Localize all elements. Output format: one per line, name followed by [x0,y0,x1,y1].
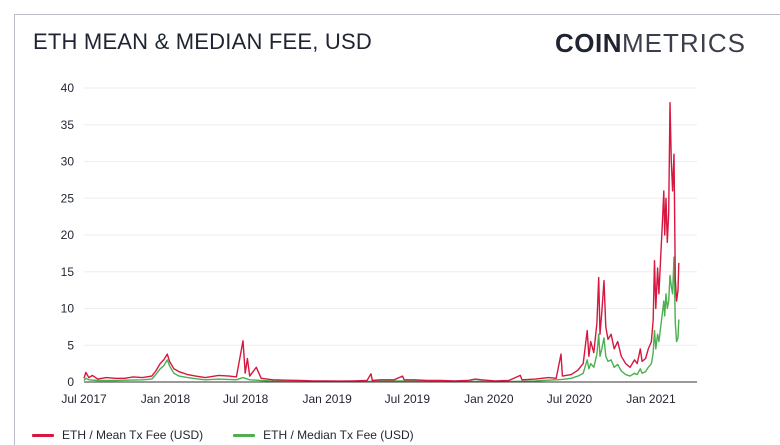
chart-title: ETH MEAN & MEDIAN FEE, USD [33,29,372,54]
series-line-mean-fee [83,102,680,382]
logo-light-text: METRICS [622,28,746,58]
x-tick-label-1: Jan 2018 [141,392,191,406]
chart-frame [14,14,780,445]
y-tick-label-30: 30 [61,155,75,169]
legend-item-mean[interactable]: ETH / Mean Tx Fee (USD) [32,428,203,442]
y-tick-label-5: 5 [67,338,74,352]
x-axis-ticks: Jul 2017 Jan 2018 Jul 2018 Jan 2019 Jul 2019… [61,392,676,406]
legend-item-median[interactable]: ETH / Median Tx Fee (USD) [233,428,414,442]
y-axis-ticks: 0 5 10 15 20 25 30 35 40 [61,81,75,389]
y-tick-label-35: 35 [61,118,75,132]
x-tick-label-5: Jan 2020 [464,392,514,406]
legend-label-median: ETH / Median Tx Fee (USD) [263,428,414,442]
y-tick-label-0: 0 [67,375,74,389]
legend-swatch-median [233,433,256,437]
legend-swatch-mean [32,433,54,437]
series-line-median-fee [83,256,680,383]
gridlines [84,87,697,346]
y-tick-label-15: 15 [61,265,75,279]
x-tick-label-6: Jul 2020 [547,392,593,406]
y-tick-label-25: 25 [61,191,75,205]
legend: ETH / Mean Tx Fee (USD) ETH / Median Tx … [32,428,414,442]
coinmetrics-logo: COINMETRICS [555,28,746,59]
x-tick-label-4: Jul 2019 [385,392,431,406]
y-tick-label-10: 10 [61,302,75,316]
series-lines [83,102,680,383]
x-tick-label-7: Jan 2021 [626,392,676,406]
y-tick-label-20: 20 [61,228,75,242]
x-tick-label-0: Jul 2017 [61,392,107,406]
legend-label-mean: ETH / Mean Tx Fee (USD) [62,428,204,442]
x-tick-label-3: Jan 2019 [302,392,352,406]
logo-bold-text: COIN [555,28,622,58]
x-tick-label-2: Jul 2018 [223,392,269,406]
y-tick-label-40: 40 [61,81,75,95]
